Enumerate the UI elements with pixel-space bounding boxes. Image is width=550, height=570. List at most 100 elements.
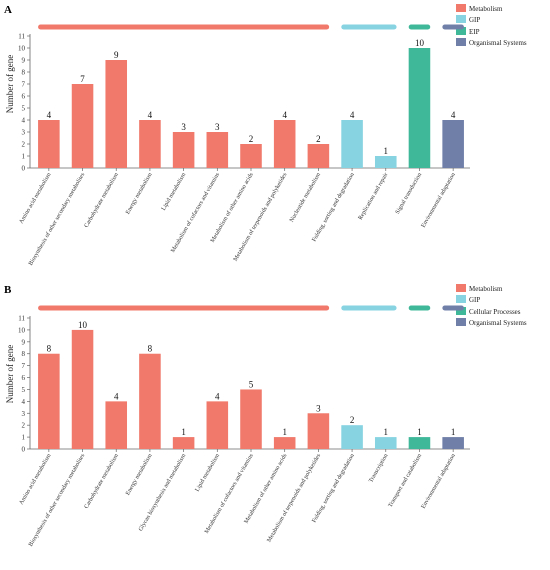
panel-b-y-tick-label: 3 [22,410,26,418]
panel-b-legend-swatch-1 [456,284,466,292]
panel-a-bar-value-label: 4 [282,110,287,120]
panel-a-bar [105,60,128,168]
panel-b-group-cap-metabolism [38,305,330,311]
panel-a-y-axis-label: Number of gene [5,55,15,113]
panel-b-letter: B [4,284,12,296]
panel-b-legend-label-3: Cellular Processes [469,308,521,316]
panel-b-x-tick-label: Transport and catabolism [388,453,424,509]
panel-b-bar-value-label: 4 [215,391,220,401]
panel-b-bar-value-label: 1 [451,427,456,437]
panel-a-group-cap-gip [341,24,397,30]
panel-b-bar-value-label: 1 [181,427,186,437]
panel-a-y-tick-label: 2 [22,141,26,149]
panel-a-bar-value-label: 1 [384,146,389,156]
panel-a-legend-swatch-3 [456,27,466,35]
panel-a-y-tick-label: 8 [22,69,26,77]
panel-b-bar-value-label: 8 [148,344,153,354]
panel-b-y-tick-label: 11 [18,315,25,323]
panel-b-bar-value-label: 5 [249,379,254,389]
panel-a-y-tick-label: 4 [22,117,26,125]
panel-a-y-tick-label: 3 [22,129,26,137]
panel-b-legend-swatch-4 [456,318,466,326]
panel-a-group-cap-organismal-systems [442,24,464,30]
panel-b-y-tick-label: 7 [22,362,26,370]
panel-b-bar-value-label: 4 [114,391,119,401]
panel-a-bar-value-label: 10 [415,38,425,48]
panel-b-x-tick-label: Amino acid metabolism [19,453,53,506]
panel-a-bar-value-label: 4 [350,110,355,120]
panel-a-x-tick-label: Amino acid metabolism [19,172,53,225]
panel-a-chart: A Number of gene Metabolism GIP EIP Orga… [4,4,527,267]
panel-b-legend: Metabolism GIP Cellular Processes Organi… [456,284,527,327]
panel-b-bar [172,437,195,449]
panel-a-y-tick-label: 5 [22,105,26,113]
panel-a-x-tick-label: Energy metabolism [125,172,154,216]
panel-b-bar [442,437,464,449]
panel-a-x-tick-label: Nucleotide metabolism [289,172,322,224]
panel-a-bar [38,120,60,168]
panel-a-x-tick-label: Lipid metabolism [161,172,188,212]
panel-b-chart: B Number of gene Metabolism GIP Cellular… [4,284,527,548]
panel-a-y-tick-label: 6 [22,93,26,101]
panel-a-legend: Metabolism GIP EIP Organismal Systems [456,4,527,47]
panel-a-x-tick-label: Folding, sorting and degradation [311,172,355,243]
panel-b-y-tick-label: 4 [22,398,26,406]
panel-a-bar [172,132,195,168]
panel-a-bar [307,144,330,168]
panel-b-legend-swatch-3 [456,307,466,315]
panel-b-bar [38,353,60,449]
panel-a-bar [240,144,262,168]
panel-a-y-tick-label: 7 [22,81,26,89]
panel-a-y-tick-label: 11 [18,33,25,41]
panel-a-x-tick-label: Environmental adaptation [421,172,457,229]
panel-b-bar [206,401,229,449]
panel-b-x-tick-label: Transcription [368,453,389,484]
panel-b-group-cap-cellular-processes [408,305,431,311]
panel-a-legend-swatch-4 [456,38,466,46]
panel-b-x-tick-label: Carbohydrate metabolism [84,453,120,510]
panel-b-x-tick-label: Environmental adaptation [421,453,457,510]
panel-a-bar-value-label: 9 [114,50,119,60]
panel-b-x-tick-label: Folding, sorting and degradation [311,453,355,524]
panel-a-bar [139,120,161,168]
panel-b-bar [71,329,94,449]
panel-b-x-tick-label: Energy metabolism [125,453,154,497]
panel-a-bar-value-label: 2 [249,134,254,144]
panel-b-bar [408,437,431,449]
panel-b-bar [105,401,128,449]
panel-b-legend-swatch-2 [456,295,466,303]
panel-a-bar [442,120,464,168]
panel-b-bar [273,437,296,449]
panel-b-bar [341,425,363,449]
panel-b-bar [240,389,262,449]
panel-a-legend-label-1: Metabolism [469,5,503,13]
panel-b-bar-value-label: 2 [350,415,355,425]
panel-a-y-tick-label: 10 [18,45,26,53]
panel-a-legend-label-3: EIP [469,28,480,36]
panel-b-group-cap-gip [341,305,397,311]
panel-a-bar [71,84,94,168]
panel-a-legend-swatch-1 [456,4,466,12]
panel-b-y-axis-label: Number of gene [5,345,15,403]
panel-b-y-tick-label: 5 [22,386,26,394]
panel-b-y-tick-label: 6 [22,374,26,382]
panel-b-legend-label-2: GIP [469,296,480,304]
panel-b-x-tick-label: Lipid metabolism [195,453,222,493]
panel-a-bar-value-label: 3 [215,122,220,132]
panel-a-bar-value-label: 4 [47,110,52,120]
panel-a-group-cap-metabolism [38,24,330,30]
panel-a-y-tick-label: 9 [22,57,26,65]
panel-a-x-tick-label: Carbohydrate metabolism [84,172,120,229]
panel-a-bar-value-label: 4 [451,110,456,120]
panel-b-bar-value-label: 1 [417,427,422,437]
panel-b-bar [374,437,397,449]
panel-a-x-tick-label: Replication and repair [358,172,390,221]
panel-a-letter: A [4,4,12,16]
panel-a-y-tick-label: 1 [22,153,26,161]
panel-b-y-tick-label: 10 [18,326,26,334]
panel-b-y-tick-label: 9 [22,338,26,346]
panel-b-bar-value-label: 8 [47,344,52,354]
panel-b-legend-label-1: Metabolism [469,285,503,293]
panel-a-legend-swatch-2 [456,15,466,23]
